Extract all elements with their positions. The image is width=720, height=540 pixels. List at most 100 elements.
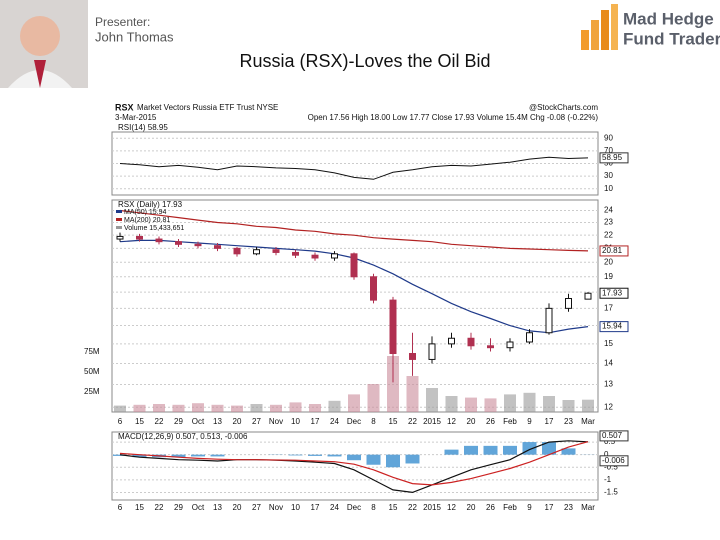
y-tick-label: -1.5 xyxy=(604,488,618,497)
candle-body xyxy=(526,332,533,343)
description: Market Vectors Russia ETF Trust NYSE xyxy=(137,103,278,112)
price-title: RSX (Daily) 17.93 xyxy=(118,200,183,209)
x-tick-label: 24 xyxy=(330,417,339,426)
x-tick-label: 20 xyxy=(467,417,476,426)
x-tick-label: Dec xyxy=(347,503,361,512)
last-value: 20.81 xyxy=(602,246,623,255)
x-tick-label: Nov xyxy=(269,417,283,426)
candle-body xyxy=(253,249,260,255)
last-value: 17.93 xyxy=(602,288,623,297)
histogram-bar xyxy=(444,449,459,455)
x-tick-label: 29 xyxy=(174,417,183,426)
volume-bar xyxy=(543,396,555,412)
volume-bar xyxy=(484,398,497,412)
volume-bar xyxy=(289,402,302,412)
brand-line: Mad Hedge xyxy=(623,9,714,28)
y-tick-label: 20 xyxy=(604,257,613,266)
x-tick-label: 26 xyxy=(486,503,495,512)
x-tick-label: 9 xyxy=(527,503,532,512)
photo-tie xyxy=(34,60,46,88)
series-line xyxy=(119,209,589,252)
histogram-bar xyxy=(464,445,478,455)
histogram-bar xyxy=(210,454,225,457)
x-tick-label: 22 xyxy=(155,503,164,512)
histogram-bar xyxy=(132,454,147,458)
x-tick-label: 10 xyxy=(291,503,300,512)
x-tick-label: 15 xyxy=(135,503,144,512)
x-tick-label: 17 xyxy=(311,503,320,512)
x-tick-label: 8 xyxy=(371,417,376,426)
x-tick-label: Mar xyxy=(581,503,595,512)
last-value-box xyxy=(599,152,629,164)
x-tick-label: 20 xyxy=(233,417,242,426)
candle-body xyxy=(584,292,592,300)
histogram-bar xyxy=(483,445,498,455)
volume-bar xyxy=(445,396,458,412)
volume-bar xyxy=(406,376,419,412)
symbol: RSX xyxy=(115,102,134,112)
x-tick-label: 22 xyxy=(408,417,417,426)
x-tick-label: 9 xyxy=(527,417,532,426)
x-tick-label: 12 xyxy=(447,417,456,426)
last-value-box xyxy=(599,245,629,257)
x-tick-label: 20 xyxy=(467,503,476,512)
legend-key xyxy=(116,226,122,229)
y-tick-label: 70 xyxy=(604,146,613,155)
x-tick-label: 8 xyxy=(371,503,376,512)
x-tick-label: 26 xyxy=(486,417,495,426)
legend-key xyxy=(116,210,122,213)
volume-bar xyxy=(465,397,477,412)
legend-key xyxy=(116,218,122,221)
y-tick-label: 90 xyxy=(604,133,613,142)
macd-frame xyxy=(111,431,599,501)
x-tick-label: Oct xyxy=(192,503,205,512)
x-tick-label: 13 xyxy=(213,503,222,512)
candle-body xyxy=(506,341,514,349)
volume-bar xyxy=(562,400,575,412)
logo-bar xyxy=(611,4,618,50)
volume-bar xyxy=(172,404,185,412)
y-tick-label: 12 xyxy=(604,402,613,411)
candle-body xyxy=(331,253,338,259)
candle-body xyxy=(350,253,358,278)
volume-bar xyxy=(387,356,399,412)
candle-body xyxy=(428,343,436,360)
x-tick-label: Oct xyxy=(192,417,205,426)
volume-bar xyxy=(114,405,126,412)
x-tick-label: 27 xyxy=(252,417,261,426)
volume-bar xyxy=(250,404,263,412)
x-tick-label: 23 xyxy=(564,417,573,426)
macd-title: MACD(12,26,9) 0.507, 0.513, -0.006 xyxy=(118,432,248,441)
series-line xyxy=(119,441,589,486)
x-tick-label: 22 xyxy=(408,503,417,512)
histogram-bar xyxy=(191,454,205,457)
volume-bar xyxy=(231,405,243,412)
x-tick-label: 17 xyxy=(545,503,554,512)
last-value-box xyxy=(599,321,629,333)
candle-body xyxy=(409,353,416,360)
candle-body xyxy=(175,241,182,245)
volume-bar xyxy=(328,400,341,412)
x-tick-label: 15 xyxy=(389,417,398,426)
y-tick-label: 0 xyxy=(604,450,609,459)
candle-body xyxy=(214,245,221,249)
date: 3-Mar-2015 xyxy=(115,113,157,122)
series-line xyxy=(119,440,589,494)
x-tick-label: 13 xyxy=(213,417,222,426)
x-tick-label: Feb xyxy=(503,417,517,426)
y-tick-label: 13 xyxy=(604,380,613,389)
x-tick-label: Nov xyxy=(269,503,283,512)
histogram-bar xyxy=(542,442,556,455)
last-value-box xyxy=(599,455,629,467)
y-tick-label: 23 xyxy=(604,218,613,227)
histogram-bar xyxy=(366,454,381,465)
candle-body xyxy=(311,254,319,259)
rsi-title: RSI(14) 58.95 xyxy=(118,123,168,132)
y2-tick-label: 75M xyxy=(84,347,100,356)
logo xyxy=(581,4,618,50)
x-tick-label: 15 xyxy=(389,503,398,512)
candle-body xyxy=(370,276,377,301)
x-tick-label: 12 xyxy=(447,503,456,512)
x-tick-label: 20 xyxy=(233,503,242,512)
